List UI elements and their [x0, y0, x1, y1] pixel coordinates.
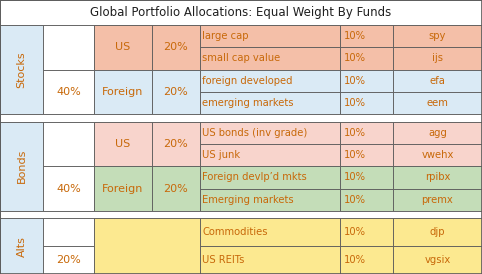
Text: rpibx: rpibx [425, 172, 450, 182]
Text: 10%: 10% [344, 128, 366, 138]
Bar [200, 166, 340, 189]
Text: premx: premx [422, 195, 453, 205]
Text: emerging markets: emerging markets [202, 98, 294, 108]
Text: Global Portfolio Allocations: Equal Weight By Funds: Global Portfolio Allocations: Equal Weig… [91, 6, 391, 19]
Text: small cap value: small cap value [202, 53, 281, 63]
Bar [393, 122, 482, 144]
Text: 10%: 10% [344, 76, 366, 86]
Text: eem: eem [427, 98, 448, 108]
Text: 40%: 40% [56, 87, 81, 97]
Bar [0, 114, 482, 122]
Bar [393, 70, 482, 92]
Bar [43, 122, 94, 166]
Bar [43, 25, 94, 70]
Bar [340, 25, 393, 47]
Bar [94, 218, 200, 274]
Bar [0, 25, 43, 114]
Bar [393, 166, 482, 189]
Text: US: US [115, 42, 131, 52]
Text: 10%: 10% [344, 255, 366, 265]
Bar [94, 25, 152, 70]
Text: Foreign: Foreign [102, 184, 144, 194]
Bar [393, 218, 482, 246]
Text: 20%: 20% [56, 255, 81, 265]
Bar [0, 211, 482, 218]
Text: US junk: US junk [202, 150, 241, 160]
Text: Alts: Alts [17, 236, 27, 256]
Bar [200, 144, 340, 166]
Text: ijs: ijs [432, 53, 443, 63]
Text: US REITs: US REITs [202, 255, 245, 265]
Text: agg: agg [428, 128, 447, 138]
Bar [94, 122, 152, 166]
Bar [393, 47, 482, 70]
Text: US bonds (inv grade): US bonds (inv grade) [202, 128, 308, 138]
Bar [200, 189, 340, 211]
Text: Bonds: Bonds [17, 149, 27, 184]
Text: 20%: 20% [163, 139, 188, 149]
Bar [94, 166, 152, 211]
Bar [340, 218, 393, 246]
Bar [152, 70, 200, 114]
Text: Commodities: Commodities [202, 227, 268, 237]
Text: 40%: 40% [56, 184, 81, 194]
Text: foreign developed: foreign developed [202, 76, 293, 86]
Bar [340, 246, 393, 274]
Bar [340, 144, 393, 166]
Text: 20%: 20% [163, 42, 188, 52]
Bar [393, 92, 482, 114]
Text: 10%: 10% [344, 172, 366, 182]
Text: 20%: 20% [163, 184, 188, 194]
Bar [340, 189, 393, 211]
Text: 10%: 10% [344, 195, 366, 205]
Bar [0, 0, 482, 25]
Bar [200, 246, 340, 274]
Bar [43, 70, 94, 114]
Text: 10%: 10% [344, 31, 366, 41]
Text: US: US [115, 139, 131, 149]
Text: efa: efa [429, 76, 445, 86]
Text: vgsix: vgsix [424, 255, 451, 265]
Bar [393, 246, 482, 274]
Text: large cap: large cap [202, 31, 249, 41]
Text: Stocks: Stocks [17, 51, 27, 88]
Bar [393, 25, 482, 47]
Text: 10%: 10% [344, 227, 366, 237]
Text: Foreign devlp’d mkts: Foreign devlp’d mkts [202, 172, 307, 182]
Bar [200, 70, 340, 92]
Bar [200, 122, 340, 144]
Bar [0, 122, 43, 211]
Bar [43, 218, 94, 246]
Text: spy: spy [428, 31, 446, 41]
Bar [340, 47, 393, 70]
Bar [340, 122, 393, 144]
Bar [393, 144, 482, 166]
Bar [200, 47, 340, 70]
Bar [393, 189, 482, 211]
Bar [200, 218, 340, 246]
Bar [200, 92, 340, 114]
Bar [340, 70, 393, 92]
Bar [340, 92, 393, 114]
Bar [340, 166, 393, 189]
Text: Foreign: Foreign [102, 87, 144, 97]
Bar [152, 122, 200, 166]
Text: 10%: 10% [344, 150, 366, 160]
Text: djp: djp [429, 227, 445, 237]
Text: 20%: 20% [163, 87, 188, 97]
Bar [94, 70, 152, 114]
Text: Emerging markets: Emerging markets [202, 195, 294, 205]
Bar [0, 218, 43, 274]
Bar [200, 25, 340, 47]
Bar [152, 166, 200, 211]
Text: vwehx: vwehx [421, 150, 454, 160]
Text: 10%: 10% [344, 98, 366, 108]
Bar [152, 25, 200, 70]
Bar [43, 246, 94, 274]
Text: 10%: 10% [344, 53, 366, 63]
Bar [43, 166, 94, 211]
